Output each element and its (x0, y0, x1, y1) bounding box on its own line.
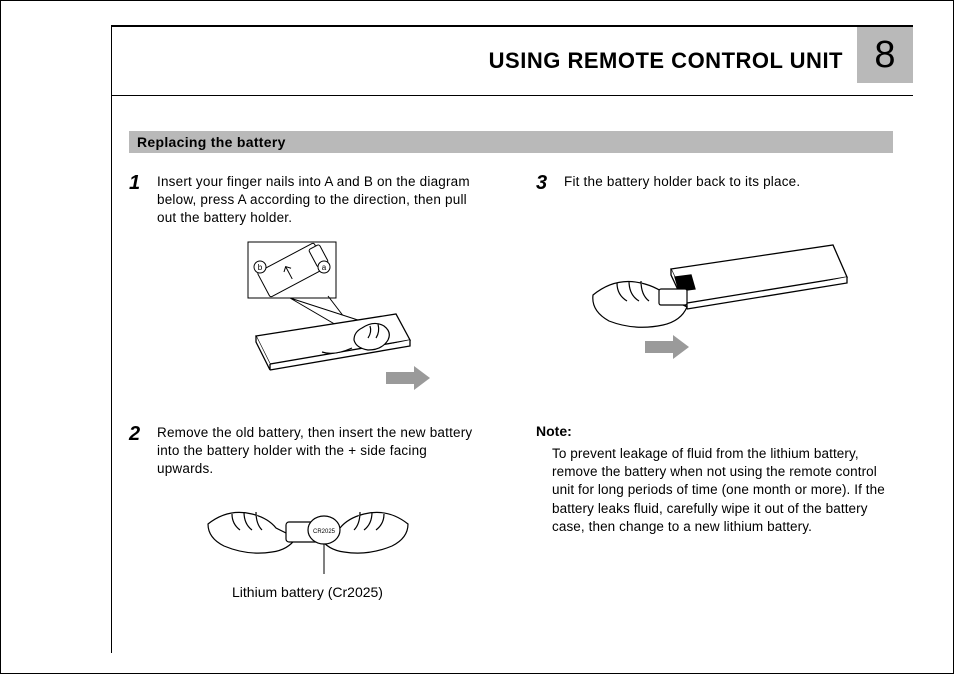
battery-caption: Lithium battery (Cr2025) (129, 584, 486, 600)
header-rule-top (111, 25, 913, 27)
header-rule-bottom (111, 95, 913, 96)
battery-type-label: CR2025 (312, 529, 335, 535)
remote-pullout-diagram-icon: b a (178, 238, 438, 398)
remote-reinsert-diagram-icon (575, 233, 855, 363)
illustration-step2: CR2025 (129, 488, 486, 578)
page-frame: USING REMOTE CONTROL UNIT 8 Replacing th… (0, 0, 954, 674)
step-text: Insert your finger nails into A and B on… (157, 173, 486, 228)
content-area: Replacing the battery 1 Insert your fing… (129, 131, 893, 643)
illustration-step1: b a (129, 238, 486, 398)
note-label: Note: (536, 423, 893, 439)
right-column: 3 Fit the battery holder back to its pla… (536, 173, 893, 600)
detail-label-a: a (321, 263, 326, 272)
left-column: 1 Insert your finger nails into A and B … (129, 173, 486, 600)
step-text: Fit the battery holder back to its place… (564, 173, 800, 193)
columns: 1 Insert your finger nails into A and B … (129, 173, 893, 600)
step-3: 3 Fit the battery holder back to its pla… (536, 173, 893, 193)
title-bar: USING REMOTE CONTROL UNIT 8 (489, 39, 913, 83)
step-number: 3 (536, 173, 554, 193)
step-number: 2 (129, 424, 147, 479)
page-number: 8 (857, 27, 913, 83)
step-text: Remove the old battery, then insert the … (157, 424, 486, 479)
detail-label-b: b (257, 263, 262, 272)
page-title: USING REMOTE CONTROL UNIT (489, 48, 843, 74)
battery-insert-diagram-icon: CR2025 (198, 488, 418, 578)
step-1: 1 Insert your finger nails into A and B … (129, 173, 486, 228)
note-body: To prevent leakage of fluid from the lit… (536, 445, 893, 536)
step-2: 2 Remove the old battery, then insert th… (129, 424, 486, 479)
illustration-step3 (536, 233, 893, 363)
step-number: 1 (129, 173, 147, 228)
left-margin-rule (111, 25, 112, 653)
section-heading: Replacing the battery (129, 131, 893, 153)
